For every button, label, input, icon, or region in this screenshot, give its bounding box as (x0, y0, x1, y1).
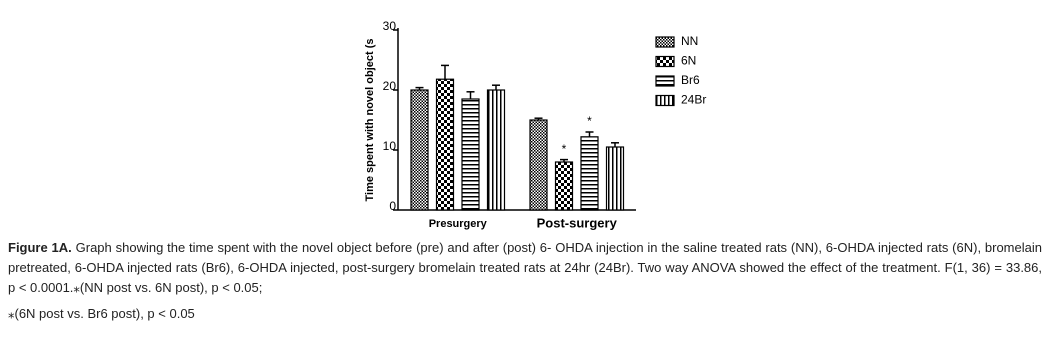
bar (554, 161, 574, 211)
caption-note: ⁎(6N post vs. Br6 post), p < 0.05 (8, 306, 195, 321)
caption-text: Graph showing the time spent with the no… (8, 240, 1042, 295)
bar (435, 78, 455, 211)
bar (580, 136, 599, 211)
y-tick-label: 20 (383, 79, 397, 93)
legend-swatch (655, 55, 675, 68)
y-axis-label: Time spent with novel object (s (364, 39, 376, 202)
x-tick-label: Post-surgery (537, 215, 618, 230)
legend-label: 6N (681, 54, 696, 68)
legend-label: Br6 (681, 73, 700, 87)
caption: Figure 1A. Graph showing the time spent … (8, 238, 1042, 330)
significance-mark: * (587, 114, 592, 128)
bar (461, 98, 480, 211)
legend-swatch (655, 75, 675, 87)
legend-swatch (655, 94, 675, 107)
x-tick-label: Presurgery (429, 218, 488, 230)
bar (605, 146, 625, 211)
significance-mark: * (562, 142, 567, 156)
y-tick-label: 30 (383, 19, 397, 33)
bar (486, 89, 506, 211)
legend-label: 24Br (681, 93, 706, 107)
legend-label: NN (681, 34, 698, 48)
chart: Time spent with novel object (s 0 10 20 30 P… (364, 19, 706, 230)
bar (529, 119, 548, 211)
y-tick-label: 10 (383, 139, 397, 153)
bar (410, 89, 429, 211)
y-tick-label: 0 (389, 199, 396, 213)
caption-label: Figure 1A. (8, 240, 72, 255)
caption-paragraph: Figure 1A. Graph showing the time spent … (8, 238, 1042, 298)
legend-swatch (655, 36, 675, 48)
